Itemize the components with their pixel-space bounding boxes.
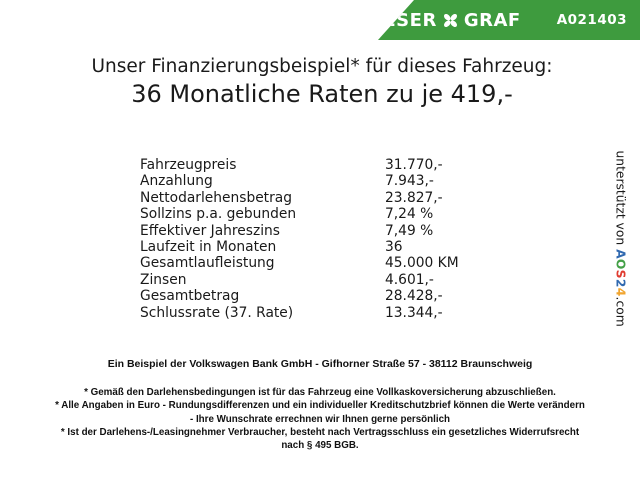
row-value: 4.601,- xyxy=(385,271,434,288)
finance-title: Unser Finanzierungsbeispiel* für dieses … xyxy=(91,56,553,77)
brand-letter: O xyxy=(614,258,628,270)
row-value: 23.827,- xyxy=(385,189,443,206)
brand-letter: 4 xyxy=(614,287,628,297)
vehicle-code: A021403 xyxy=(556,12,627,28)
disclaimer-line: - Ihre Wunschrate errechnen wir Ihnen ge… xyxy=(189,413,451,425)
table-row: Nettodarlehensbetrag 23.827,- xyxy=(140,190,459,206)
logo-text-graf: GRAF xyxy=(463,9,521,31)
table-row: Laufzeit in Monaten 36 xyxy=(140,239,459,255)
row-value: 31.770,- xyxy=(385,157,443,173)
row-value: 7,49 % xyxy=(385,222,434,239)
disclaimer-line: * Alle Angaben in Euro - Rundungsdiffere… xyxy=(55,400,585,412)
row-label: Schlussrate (37. Rate) xyxy=(140,304,294,321)
disclaimer-line: * Ist der Darlehens-/Leasingnehmer Verbr… xyxy=(60,426,580,438)
row-label: Effektiver Jahreszins xyxy=(140,222,280,239)
title-block: Unser Finanzierungsbeispiel* für dieses … xyxy=(0,55,640,109)
table-row: Zinsen 4.601,- xyxy=(140,272,459,288)
row-value: 7,24 % xyxy=(385,206,434,223)
row-label: Gesamtlaufleistung xyxy=(140,255,275,272)
aos24-logo: AOS24 xyxy=(614,249,628,296)
row-label: Fahrzeugpreis xyxy=(140,157,237,173)
row-label: Nettodarlehensbetrag xyxy=(140,189,292,206)
row-label: Gesamtbetrag xyxy=(140,288,240,305)
supporter-link[interactable]: unterstützt von AOS24 .com xyxy=(609,151,634,347)
row-value: 13.344,- xyxy=(385,304,443,321)
row-label: Zinsen xyxy=(140,271,187,288)
clover-icon xyxy=(442,12,459,29)
row-value: 36 xyxy=(385,239,403,256)
brand-letter: A xyxy=(614,249,628,259)
supporter-suffix: .com xyxy=(614,296,628,327)
table-row: Fahrzeugpreis 31.770,- xyxy=(140,157,459,173)
brand-letter: S xyxy=(614,269,628,279)
logo-text-feser: FESER xyxy=(370,9,437,31)
disclaimer-line: nach § 495 BGB. xyxy=(281,440,359,452)
brand-letter: 2 xyxy=(614,278,628,288)
row-label: Anzahlung xyxy=(140,173,213,190)
finance-table: Fahrzeugpreis 31.770,- Anzahlung 7.943,- N… xyxy=(140,157,459,321)
feser-graf-logo: FESER GRAF xyxy=(370,9,521,31)
table-row: Anzahlung 7.943,- xyxy=(140,173,459,189)
row-value: 28.428,- xyxy=(385,288,443,305)
row-label: Sollzins p.a. gebunden xyxy=(140,206,297,223)
table-row: Gesamtlaufleistung 45.000 KM xyxy=(140,255,459,271)
row-value: 45.000 KM xyxy=(385,255,459,272)
finance-subtitle: 36 Monatliche Raten zu je 419,- xyxy=(131,80,513,108)
table-row: Sollzins p.a. gebunden 7,24 % xyxy=(140,206,459,222)
disclaimer-line: * Gemäß den Darlehensbedingungen ist für… xyxy=(84,387,556,398)
supporter-prefix: unterstützt von xyxy=(614,150,628,250)
row-label: Laufzeit in Monaten xyxy=(140,239,277,256)
bank-address-line: Ein Beispiel der Volkswagen Bank GmbH - … xyxy=(107,358,533,370)
table-row: Effektiver Jahreszins 7,49 % xyxy=(140,223,459,239)
table-row: Gesamtbetrag 28.428,- xyxy=(140,288,459,304)
row-value: 7.943,- xyxy=(385,173,434,190)
table-row: Schlussrate (37. Rate) 13.344,- xyxy=(140,305,459,321)
header-banner: FESER GRAF A021403 xyxy=(378,0,640,40)
disclaimer-block: * Gemäß den Darlehensbedingungen ist für… xyxy=(0,386,640,452)
